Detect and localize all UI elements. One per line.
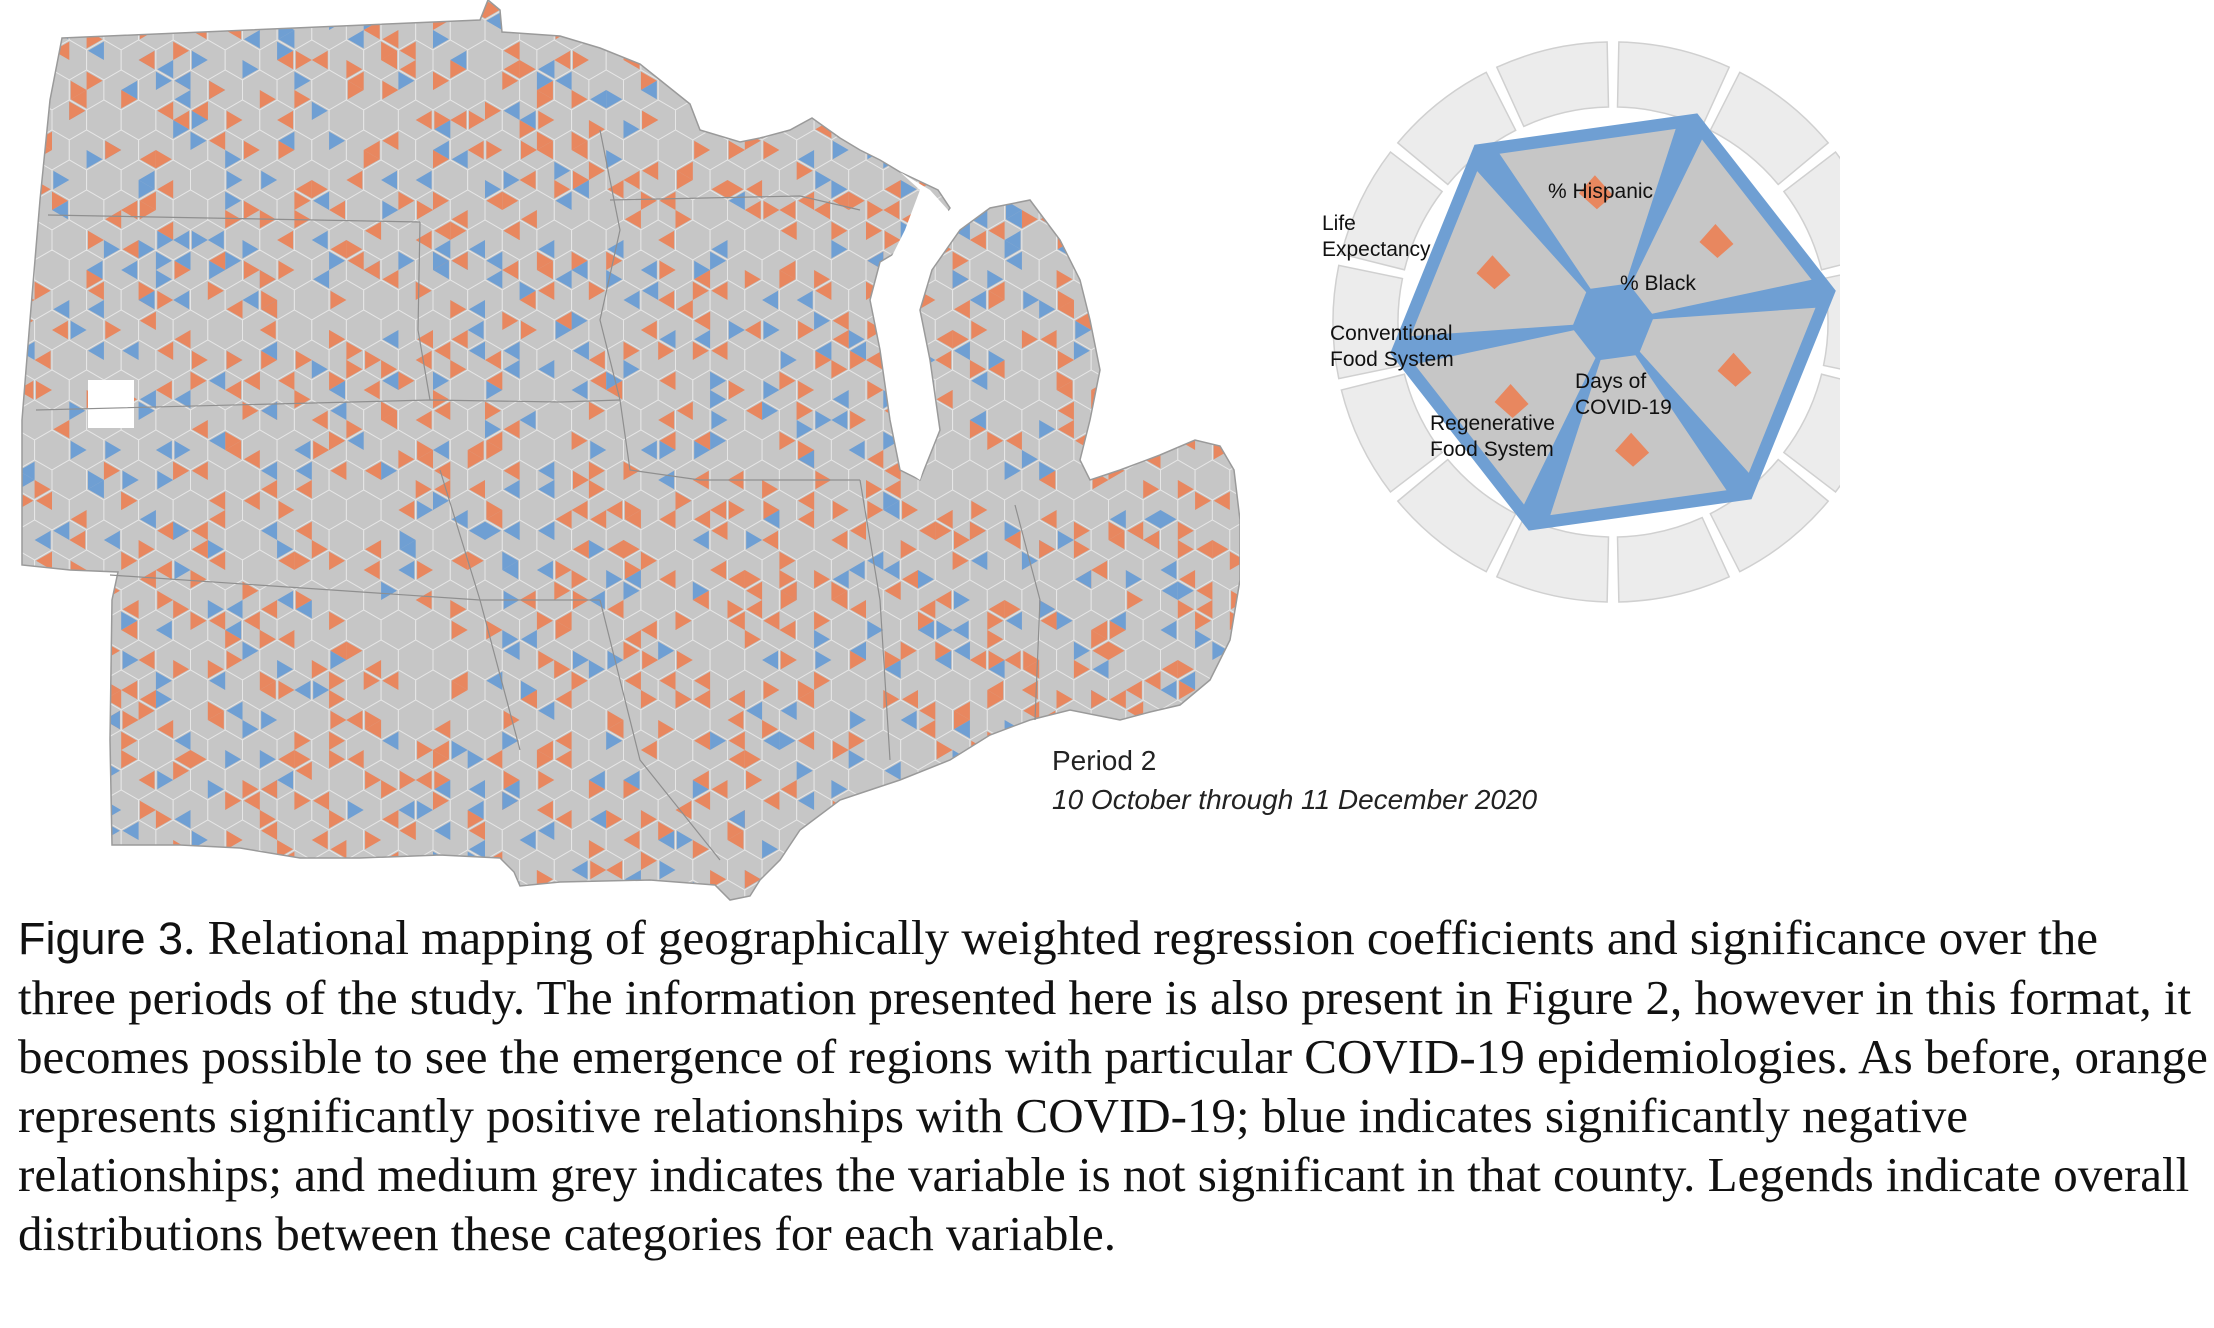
state-borders (35, 129, 1041, 861)
legend-ring-segment (1340, 150, 1444, 271)
legend-positive-marker (1717, 352, 1752, 387)
figure-label: Figure 3 (18, 913, 184, 964)
legend-outer-ring (1332, 41, 1840, 603)
legend-wedge (1410, 171, 1587, 337)
period-title: Period 2 (1052, 745, 1157, 776)
legend-positive-marker (1615, 432, 1650, 467)
legend-ring-segment (1709, 458, 1830, 573)
legend-variable-label: % Hispanic (1548, 180, 1653, 203)
lake-michigan (880, 172, 958, 480)
legend-ring-segment (1495, 516, 1610, 603)
hexagon-map (21, 0, 1240, 901)
legend-positive-marker (1494, 384, 1529, 419)
legend-wedge (1550, 355, 1727, 516)
legend-ring-segment (1396, 71, 1517, 186)
legend-positive-marker (1578, 175, 1613, 210)
significance-legend: % Hispanic % Black Days of COVID-19 Regenera… (1322, 41, 1840, 603)
legend-variable-label: Regenerative Food System (1430, 412, 1555, 461)
legend-variable-label: Days of COVID-19 (1575, 370, 1672, 419)
legend-variable-label: Life Expectancy (1322, 212, 1431, 261)
legend-ring-segment (1396, 458, 1517, 573)
legend-wedge (1639, 307, 1816, 473)
legend-ring-segment (1782, 373, 1840, 494)
legend-variable-label: Conventional Food System (1330, 322, 1454, 371)
legend-ring-segment (1340, 373, 1444, 494)
region-outline (21, 0, 1240, 901)
missing-county-white-square (88, 380, 134, 428)
legend-variable-labels: % Hispanic % Black Days of COVID-19 Regenera… (1322, 180, 1696, 461)
legend-ring-segment (1782, 150, 1840, 271)
figure-caption: Figure 3. Relational mapping of geograph… (18, 908, 2208, 1263)
legend-ring-segment (1495, 41, 1610, 128)
legend-positive-marker (1476, 255, 1511, 290)
legend-wedge (1499, 128, 1676, 289)
legend-ring-segment (1616, 41, 1731, 128)
legend-ring-segment (1616, 516, 1731, 603)
legend-wedge (1414, 330, 1596, 505)
period-date-range: 10 October through 11 December 2020 (1052, 784, 1538, 815)
legend-variable-label: % Black (1620, 272, 1696, 295)
legend-ring-segment (1709, 71, 1830, 186)
legend-wedge (1630, 139, 1812, 314)
caption-text: . Relational mapping of geographically w… (18, 910, 2208, 1261)
legend-variable-wedges (1410, 128, 1816, 516)
legend-positive-marker (1699, 223, 1734, 258)
